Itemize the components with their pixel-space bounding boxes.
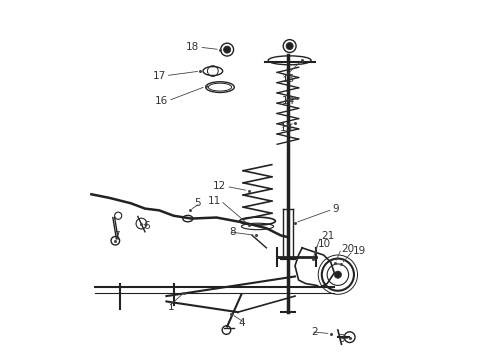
Text: 19: 19: [353, 246, 366, 256]
Circle shape: [334, 271, 342, 278]
Text: 17: 17: [152, 71, 166, 81]
Text: 8: 8: [229, 227, 236, 237]
Text: 12: 12: [213, 181, 226, 192]
Text: 15: 15: [282, 74, 295, 84]
Text: 4: 4: [238, 318, 245, 328]
Text: 14: 14: [282, 96, 295, 106]
Text: 7: 7: [113, 231, 119, 242]
Text: 1: 1: [168, 302, 175, 312]
Text: 20: 20: [342, 244, 355, 253]
Text: 10: 10: [318, 239, 331, 249]
Text: 9: 9: [333, 204, 339, 214]
Circle shape: [286, 42, 293, 50]
Text: 2: 2: [311, 327, 318, 337]
Text: 13: 13: [280, 123, 293, 133]
Text: 5: 5: [194, 198, 200, 208]
Text: 6: 6: [143, 221, 149, 231]
Text: 18: 18: [186, 42, 199, 52]
Text: 11: 11: [207, 196, 220, 206]
Text: 16: 16: [155, 96, 168, 106]
Text: 3: 3: [339, 334, 345, 344]
Circle shape: [223, 46, 231, 53]
Text: 21: 21: [321, 231, 334, 242]
